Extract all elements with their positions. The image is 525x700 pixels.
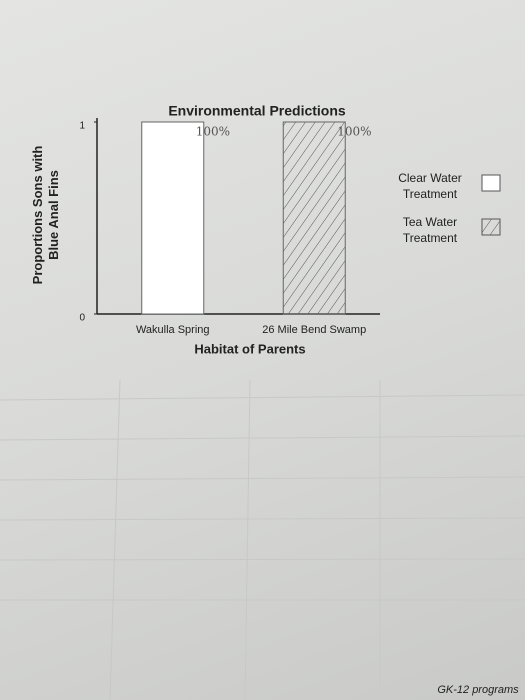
legend-swatch: [481, 218, 501, 236]
legend-swatch: [481, 174, 501, 192]
y-tick-label: 0: [79, 313, 85, 324]
y-axis-label: Proportions Sons with Blue Anal Fins: [30, 145, 61, 285]
bar: [141, 121, 205, 315]
value-label: 100%: [196, 125, 230, 139]
value-label: 100%: [337, 125, 371, 139]
chart-title: Environmental Predictions: [168, 103, 346, 119]
footer: GK-12 programs: [437, 684, 519, 696]
legend-label: Tea Water Treatment: [402, 215, 458, 245]
x-tick-label: 26 Mile Bend Swamp: [262, 324, 366, 336]
x-axis-label: Habitat of Parents: [194, 341, 305, 356]
legend-label: Clear Water Treatment: [398, 171, 462, 201]
bar: [282, 121, 346, 315]
x-tick-label: Wakulla Spring: [136, 324, 210, 336]
y-tick-label: 1: [79, 121, 85, 132]
paper-grid: [0, 379, 525, 700]
